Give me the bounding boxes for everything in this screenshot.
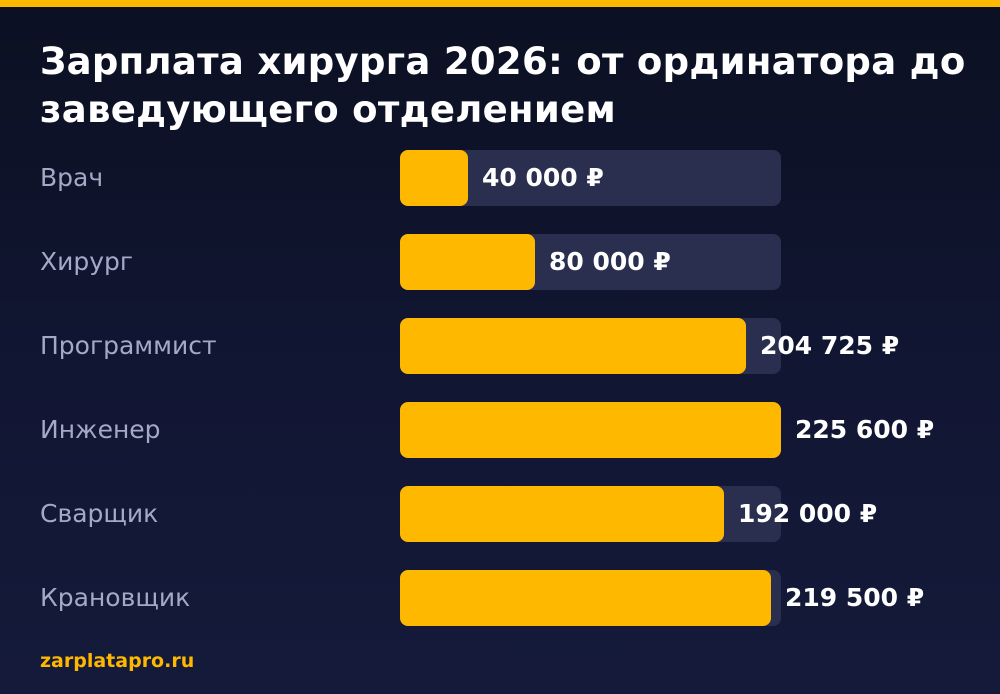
chart-row: Инженер 225 600 ₽	[0, 402, 1000, 458]
value-label: 219 500 ₽	[785, 583, 925, 612]
category-label: Хирург	[40, 247, 134, 276]
site-watermark: zarplatapro.ru	[40, 650, 195, 672]
value-label: 192 000 ₽	[738, 499, 878, 528]
chart-row: Врач 40 000 ₽	[0, 150, 1000, 206]
bar	[400, 402, 781, 458]
category-label: Врач	[40, 163, 104, 192]
chart-row: Крановщик 219 500 ₽	[0, 570, 1000, 626]
chart-row: Сварщик 192 000 ₽	[0, 486, 1000, 542]
value-label: 225 600 ₽	[795, 415, 935, 444]
top-accent-stripe	[0, 0, 1000, 7]
bar	[400, 150, 468, 206]
chart-title: Зарплата хирурга 2026: от ординатора до …	[40, 40, 966, 131]
category-label: Инженер	[40, 415, 161, 444]
value-label: 40 000 ₽	[482, 163, 604, 192]
chart-row: Хирург 80 000 ₽	[0, 234, 1000, 290]
bar	[400, 486, 724, 542]
category-label: Сварщик	[40, 499, 159, 528]
value-label: 204 725 ₽	[760, 331, 900, 360]
chart-row: Программист 204 725 ₽	[0, 318, 1000, 374]
category-label: Крановщик	[40, 583, 191, 612]
bar	[400, 318, 746, 374]
value-label: 80 000 ₽	[549, 247, 671, 276]
bar	[400, 234, 535, 290]
bar	[400, 570, 771, 626]
category-label: Программист	[40, 331, 217, 360]
